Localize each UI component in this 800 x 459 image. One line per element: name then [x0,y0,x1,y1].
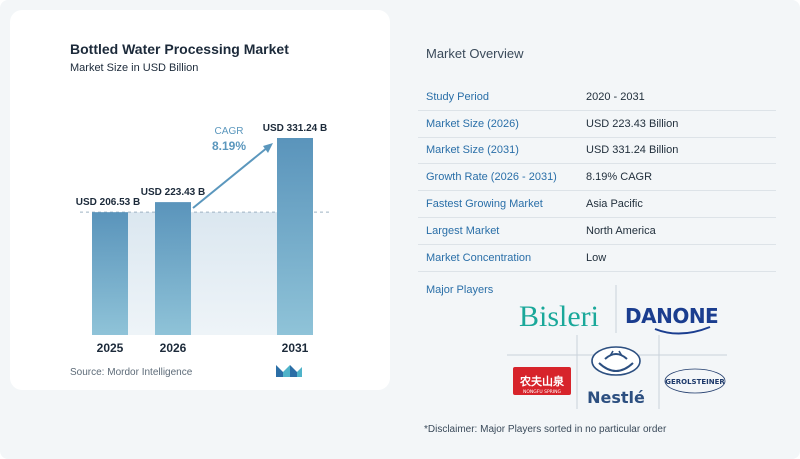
value-label: USD 223.43 B [141,187,205,198]
bar-2031 [277,138,313,335]
overview-row: Study Period 2020 - 2031 [418,84,776,111]
disclaimer: *Disclaimer: Major Players sorted in no … [424,424,667,435]
major-players-logos: Bisleri DANONE 农夫山泉 NONGFU SPRING Nestlé… [507,285,727,409]
value-label: USD 331.24 B [263,123,327,134]
overview-row: Market Size (2026) USD 223.43 Billion [418,111,776,138]
overview-value: USD 331.24 Billion [586,144,679,157]
chart-subtitle: Market Size in USD Billion [70,62,199,74]
major-players-title: Major Players [426,284,494,296]
bar-chart: USD 206.53 B 2025 USD 223.43 B 2026 USD 331.… [76,123,330,355]
overview-value: 2020 - 2031 [586,90,645,103]
overview-title: Market Overview [426,46,524,61]
overview-table: Study Period 2020 - 2031 Market Size (20… [418,84,776,272]
overview-value: Asia Pacific [586,198,643,211]
overview-value: Low [586,251,607,264]
overview-row: Market Size (2031) USD 331.24 Billion [418,138,776,165]
nestle-nest-icon [591,346,641,376]
nongfu-spring-cn-text: 农夫山泉 [519,374,565,388]
reference-band [128,212,277,335]
chart-title: Bottled Water Processing Market [70,41,289,57]
bisleri-logo: Bisleri [519,300,599,333]
gerolsteiner-badge-icon [664,368,726,394]
overview-row: Fastest Growing Market Asia Pacific [418,191,776,218]
overview-label: Market Size (2026) [426,117,519,130]
bar-2025 [92,212,128,335]
overview-row: Market Concentration Low [418,245,776,272]
overview-label: Market Size (2031) [426,144,519,157]
cagr-label: CAGR [215,126,244,137]
nongfu-spring-logo [513,367,571,395]
overview-label: Study Period [426,90,489,103]
overview-row: Growth Rate (2026 - 2031) 8.19% CAGR [418,164,776,192]
overview-label: Largest Market [426,224,500,237]
cagr-value: 8.19% [212,139,246,153]
x-tick-label: 2031 [282,341,309,355]
bar-2026 [155,202,191,335]
gerolsteiner-logo: GEROLSTEINER [665,378,725,386]
chart-source: Source: Mordor Intelligence [70,367,193,378]
overview-label: Market Concentration [426,251,532,264]
danone-logo: DANONE [625,304,718,328]
danone-swoosh-icon [654,326,711,335]
x-tick-label: 2026 [160,341,187,355]
nestle-logo: Nestlé [587,388,645,407]
overview-value: North America [586,224,656,237]
overview-label: Growth Rate (2026 - 2031) [426,171,557,184]
overview-value: USD 223.43 Billion [586,117,679,130]
overview-value: 8.19% CAGR [586,171,653,184]
x-tick-label: 2025 [97,341,124,355]
overview-row: Largest Market North America [418,218,776,245]
nongfu-spring-en-text: NONGFU SPRING [523,389,561,395]
value-label: USD 206.53 B [76,197,140,208]
cagr-arrow-line [192,146,269,209]
cagr-arrow-head [263,143,273,153]
overview-label: Fastest Growing Market [426,198,543,211]
mordor-intelligence-logo [276,365,302,377]
